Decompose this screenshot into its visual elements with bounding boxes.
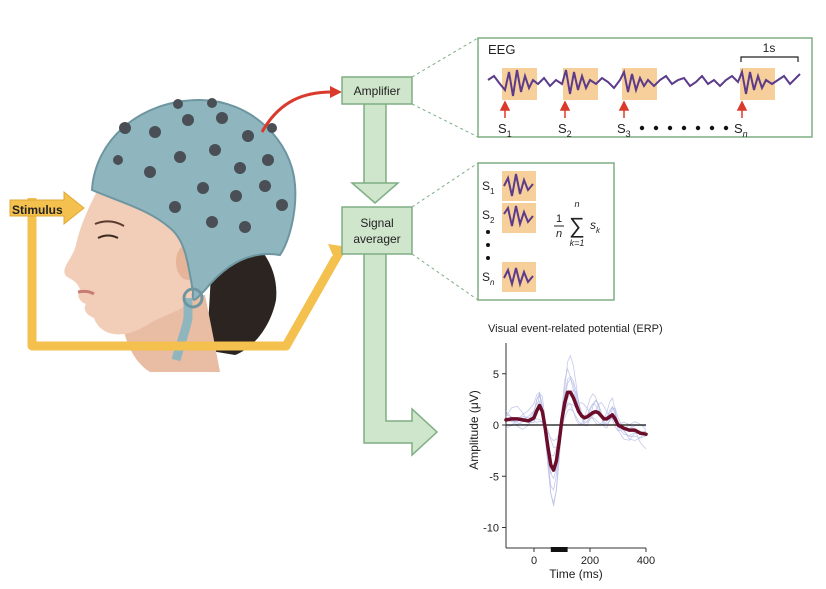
svg-text:1: 1 [556, 213, 562, 225]
trial-trace-7 [505, 375, 647, 492]
marker-s2: S2 [558, 121, 572, 139]
stim-markers [499, 100, 748, 118]
erp-mean-trace [504, 390, 648, 472]
red-arrow-head [330, 86, 342, 98]
y-tick-label-0: 5 [493, 369, 499, 381]
avg-label-s1: S1 [482, 179, 495, 196]
y-axis-label: Amplitude (μV) [467, 390, 481, 470]
avg-trace-n [503, 267, 534, 288]
svg-text:n: n [574, 199, 579, 209]
scale-bar [740, 56, 799, 62]
stimulus-label: Stimulus [12, 203, 63, 217]
eyebrow [94, 220, 125, 227]
avg-label-s2: S2 [482, 208, 495, 225]
x-tick-label-0: 0 [531, 555, 537, 567]
avg-trace-2 [503, 205, 534, 228]
trial-trace-4 [505, 354, 647, 505]
y-tick-label-1: 0 [493, 420, 499, 432]
y-tick-label-2: -5 [489, 471, 499, 483]
amplifier-box [341, 76, 413, 105]
electrodes [113, 98, 288, 233]
trial-trace-6 [505, 408, 647, 441]
eeg-panel: EEG 1s S1 S2 S3 Sn [477, 37, 813, 139]
ellipsis-dots [639, 125, 729, 131]
erp-ticks: 5 0 -5 -10 0 200 400 [483, 369, 655, 567]
head-illustration [64, 98, 297, 372]
eeg-trace [487, 68, 801, 97]
svg-text:n: n [556, 228, 562, 240]
strap-ring [182, 287, 204, 309]
erp-chart: Visual event-related potential (ERP) 5 0 -… [467, 323, 663, 581]
eye [97, 234, 119, 239]
avg-panel: S1 S2 Sn 1 n n ∑ k=1 sk [477, 162, 615, 301]
averager-label-2: averager [353, 232, 400, 246]
x-axis-label: Time (ms) [549, 567, 603, 581]
stimulus-arrow [9, 190, 348, 351]
marker-s1: S1 [498, 121, 512, 139]
avg-label-sn: Sn [482, 270, 495, 287]
average-formula: 1 n n ∑ k=1 sk [554, 199, 601, 248]
amplifier-label: Amplifier [354, 84, 401, 98]
x-tick-label-2: 400 [637, 555, 655, 567]
eeg-title: EEG [488, 42, 515, 57]
green-flow [349, 102, 439, 457]
eeg-cap [90, 98, 297, 301]
svg-text:k=1: k=1 [570, 238, 585, 248]
stimulus-bar [550, 547, 568, 552]
marker-sn: Sn [734, 121, 748, 139]
dotted-connectors [411, 37, 479, 301]
y-tick-label-3: -10 [483, 523, 499, 535]
erp-trials [505, 354, 647, 507]
scale-label: 1s [763, 41, 776, 55]
x-tick-label-1: 200 [581, 555, 599, 567]
trial-trace-1 [505, 402, 647, 448]
chin-strap [171, 298, 193, 362]
lips [77, 289, 95, 296]
avg-dots [486, 230, 490, 260]
stim-window-n [740, 68, 775, 100]
avg-trace-1 [503, 173, 534, 197]
chart-title: Visual event-related potential (ERP) [488, 323, 663, 335]
svg-text:sk: sk [590, 218, 601, 235]
averager-label-1: Signal [360, 216, 393, 230]
marker-s3: S3 [617, 121, 631, 139]
svg-text:∑: ∑ [569, 213, 585, 238]
red-arrow [260, 90, 333, 133]
averager-box [341, 206, 413, 255]
